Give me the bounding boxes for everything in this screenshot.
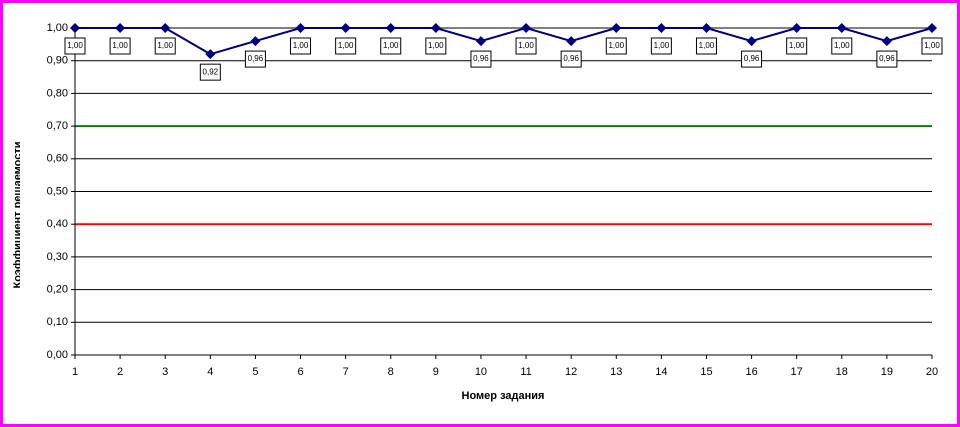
marker [160,23,171,33]
data-label: 1,00 [699,41,715,50]
data-label: 0,96 [744,54,760,63]
x-tick-label: 4 [207,366,213,378]
marker [385,23,396,33]
marker [791,23,802,33]
data-label-box [921,37,943,55]
x-tick-label: 20 [926,366,938,378]
marker [115,23,126,33]
y-tick-label: 0,20 [47,284,68,296]
x-tick-label: 16 [745,366,757,378]
y-tick-label: 0,70 [47,120,68,132]
data-label: 1,00 [112,41,128,50]
data-label-box [470,50,492,68]
data-label-box [425,37,447,55]
y-axis-title-clip: Коэффициент решаемости [12,141,24,288]
data-label-box [831,37,853,55]
x-tick-label: 17 [791,366,803,378]
data-label: 1,00 [518,41,534,50]
x-tick-label: 1 [72,366,78,378]
x-tick-label: 6 [297,366,303,378]
data-label: 0,96 [563,54,579,63]
marker [295,23,306,33]
y-tick-label: 1,00 [47,22,68,34]
x-tick-label: 18 [836,366,848,378]
marker [836,23,847,33]
data-label-box [560,50,582,68]
data-label: 1,00 [789,41,805,50]
x-tick-label: 2 [117,366,123,378]
y-axis-title: Коэффициент решаемости [12,141,24,288]
y-tick-label: 0,10 [47,316,68,328]
data-label: 1,00 [67,41,83,50]
data-label: 1,00 [338,41,354,50]
marker [340,23,351,33]
x-tick-label: 13 [610,366,622,378]
data-label-box [695,37,717,55]
data-label-box [244,50,266,68]
marker [521,23,532,33]
y-tick-label: 0,90 [47,55,68,67]
data-label-box [515,37,537,55]
x-axis-title: Номер задания [462,390,545,402]
marker [881,36,892,47]
marker [927,23,937,33]
data-label-box [64,37,86,55]
data-label: 0,96 [879,54,895,63]
y-tick-label: 0,80 [47,87,68,99]
marker [746,36,757,47]
x-tick-label: 11 [520,366,531,378]
marker [656,23,667,33]
x-tick-label: 8 [388,366,394,378]
data-label: 1,00 [924,41,940,50]
x-tick-label: 14 [655,366,667,378]
x-tick-label: 5 [252,366,258,378]
data-label-box [199,63,221,81]
data-label: 1,00 [293,41,309,50]
y-tick-label: 0,60 [47,153,68,165]
series-line [75,26,933,56]
y-tick-label: 0,40 [47,218,68,230]
data-label: 0,96 [248,54,264,63]
y-tick-label: 0,00 [47,349,68,361]
marker [701,23,712,33]
x-tick-label: 10 [475,366,487,378]
data-label-box [380,37,402,55]
x-tick-label: 15 [700,366,712,378]
data-label-box [741,50,763,68]
data-label-box [335,37,357,55]
data-label-box [786,37,808,55]
marker [611,23,622,33]
x-tick-label: 7 [343,366,349,378]
data-label: 1,00 [654,41,670,50]
x-tick-label: 9 [433,366,439,378]
data-label: 1,00 [428,41,444,50]
marker [70,23,80,33]
data-label: 1,00 [157,41,173,50]
x-tick-label: 19 [881,366,893,378]
y-tick-label: 0,50 [47,185,68,197]
data-label: 0,96 [473,54,489,63]
data-label: 0,92 [203,67,219,76]
marker [250,36,261,47]
data-label-box [605,37,627,55]
y-tick-label: 0,30 [47,251,68,263]
data-label-box [290,37,312,55]
marker [430,23,441,33]
data-label-box [109,37,131,55]
x-tick-label: 3 [162,366,168,378]
data-label: 1,00 [608,41,624,50]
data-label-box [876,50,898,68]
x-tick-label: 12 [565,366,577,378]
data-label: 1,00 [383,41,399,50]
marker [475,36,486,47]
marker [566,36,577,47]
marker [205,49,216,60]
data-label-box [650,37,672,55]
data-label-box [154,37,176,55]
data-label: 1,00 [834,41,850,50]
